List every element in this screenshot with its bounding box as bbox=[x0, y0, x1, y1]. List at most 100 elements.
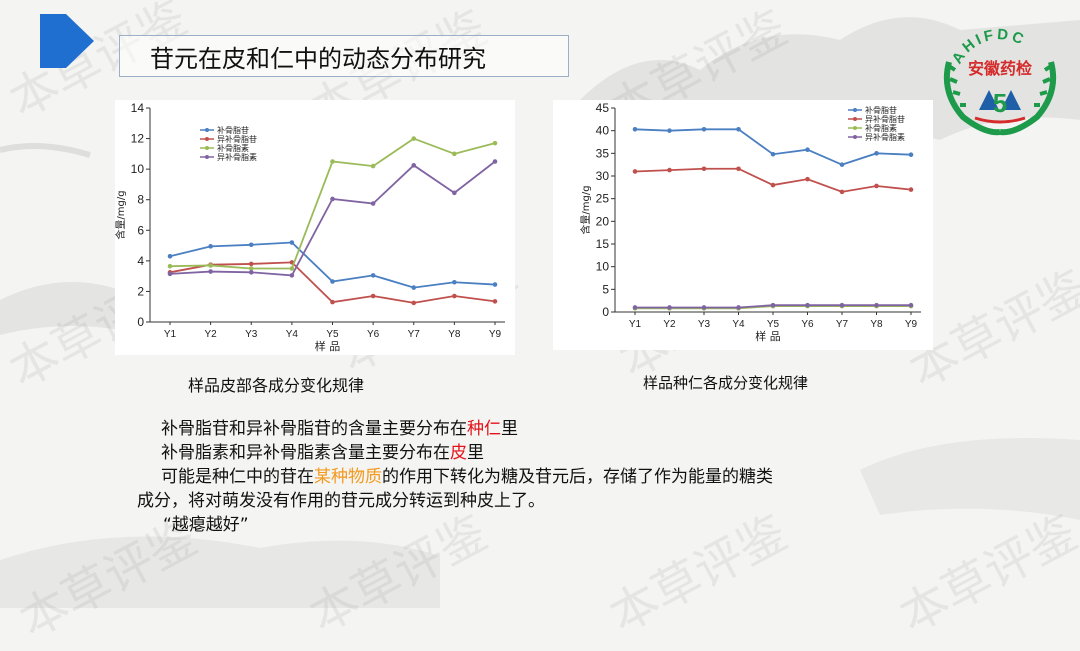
y-tick-label: 5 bbox=[602, 282, 609, 296]
para3-text-b: 的作用下转化为糖及苷元后，存储了作为能量的糖类 bbox=[382, 467, 773, 487]
legend-marker bbox=[853, 117, 857, 121]
data-point bbox=[289, 240, 295, 245]
legend-entry: 补骨脂素 bbox=[865, 123, 897, 133]
x-tick-label: Y8 bbox=[870, 319, 883, 330]
y-tick-label: 0 bbox=[137, 315, 144, 329]
y-tick-label: 6 bbox=[137, 223, 144, 237]
data-point bbox=[632, 305, 638, 310]
data-point bbox=[736, 166, 741, 172]
data-point bbox=[839, 302, 845, 308]
legend-marker bbox=[205, 128, 209, 132]
legend-marker bbox=[853, 126, 857, 130]
ahifdc-logo: AHIFDC 安徽药检 5 bbox=[943, 26, 1057, 136]
data-point bbox=[289, 273, 295, 278]
y-tick-label: 0 bbox=[602, 305, 609, 319]
y-tick-label: 40 bbox=[596, 124, 610, 138]
x-tick-label: Y9 bbox=[489, 329, 502, 340]
legend-entry: 异补骨脂苷 bbox=[217, 134, 257, 144]
para2-highlight: 皮 bbox=[450, 443, 467, 463]
logo-name: 安徽药检 bbox=[968, 59, 1032, 78]
data-point bbox=[874, 302, 879, 308]
y-axis-label: 含量/mg/g bbox=[115, 190, 127, 239]
slide-title: 苷元在皮和仁中的动态分布研究 bbox=[150, 44, 486, 73]
data-point bbox=[208, 263, 213, 268]
data-point bbox=[452, 279, 457, 285]
y-axis-label: 含量/mg/g bbox=[579, 185, 592, 234]
data-point bbox=[632, 169, 638, 174]
x-tick-label: Y8 bbox=[448, 329, 461, 340]
x-tick-label: Y3 bbox=[245, 329, 258, 340]
paragraph-line-3: 可能是种仁中的苷在某种物质的作用下转化为糖及苷元后，存储了作为能量的糖类 bbox=[161, 466, 773, 489]
data-point bbox=[770, 182, 776, 188]
para2-text-a: 补骨脂素和异补骨脂素含量主要分布在 bbox=[161, 443, 450, 463]
x-tick-label: Y6 bbox=[367, 329, 380, 340]
data-point bbox=[839, 189, 845, 195]
x-tick-label: Y2 bbox=[205, 329, 218, 340]
para2-text-b: 里 bbox=[467, 443, 484, 463]
data-point bbox=[411, 136, 417, 141]
x-tick-label: Y4 bbox=[286, 329, 299, 340]
data-point bbox=[632, 127, 638, 132]
x-tick-label: Y9 bbox=[905, 319, 918, 330]
data-point bbox=[805, 302, 810, 308]
para3-text-a: 可能是种仁中的苷在 bbox=[161, 467, 314, 487]
data-point bbox=[411, 285, 417, 290]
x-axis-label: 样 品 bbox=[755, 329, 781, 343]
data-point bbox=[908, 187, 914, 192]
y-tick-label: 4 bbox=[137, 254, 144, 268]
data-point bbox=[770, 151, 776, 157]
paragraph-line-2: 补骨脂素和异补骨脂素含量主要分布在皮里 bbox=[161, 442, 484, 465]
data-point bbox=[805, 147, 810, 153]
legend-entry: 补骨脂苷 bbox=[865, 105, 897, 115]
legend-entry: 异补骨脂素 bbox=[865, 132, 905, 142]
x-tick-label: Y5 bbox=[767, 319, 780, 330]
y-tick-label: 10 bbox=[596, 260, 610, 274]
data-point bbox=[874, 183, 879, 189]
data-point bbox=[167, 253, 173, 259]
series-line bbox=[634, 167, 912, 193]
legend-entry: 补骨脂苷 bbox=[217, 125, 249, 135]
para3-highlight: 某种物质 bbox=[314, 467, 382, 487]
paragraph-line-5: “越瘪越好” bbox=[163, 515, 249, 535]
data-point bbox=[667, 128, 672, 133]
data-point bbox=[370, 293, 376, 299]
data-point bbox=[370, 273, 376, 278]
para1-text-a: 补骨脂苷和异补骨脂苷的含量主要分布在 bbox=[161, 419, 467, 439]
x-tick-label: Y3 bbox=[698, 319, 711, 330]
data-point bbox=[330, 299, 335, 305]
x-tick-label: Y1 bbox=[629, 319, 642, 330]
data-point bbox=[289, 266, 295, 271]
legend-entry: 异补骨脂苷 bbox=[865, 114, 905, 124]
paragraph-line-1: 补骨脂苷和异补骨脂苷的含量主要分布在种仁里 bbox=[161, 418, 518, 441]
data-point bbox=[667, 305, 672, 310]
paragraph-line-4: 成分，将对萌发没有作用的苷元成分转运到种皮上了。 bbox=[137, 491, 545, 511]
x-tick-label: Y5 bbox=[326, 329, 339, 340]
y-tick-label: 12 bbox=[131, 132, 145, 146]
slide-title-box: 苷元在皮和仁中的动态分布研究 bbox=[119, 35, 569, 77]
data-point bbox=[701, 305, 707, 310]
x-tick-label: Y6 bbox=[801, 319, 814, 330]
data-point bbox=[208, 269, 213, 274]
data-point bbox=[208, 244, 213, 249]
data-point bbox=[805, 176, 810, 182]
x-axis-label: 样 品 bbox=[315, 339, 341, 353]
data-point bbox=[411, 163, 417, 168]
x-tick-label: Y4 bbox=[732, 319, 745, 330]
y-tick-label: 20 bbox=[596, 214, 610, 228]
para1-highlight: 种仁 bbox=[467, 419, 501, 439]
data-point bbox=[701, 127, 707, 132]
series-line bbox=[169, 160, 496, 277]
data-point bbox=[908, 152, 914, 157]
data-point bbox=[839, 162, 845, 167]
legend-marker bbox=[205, 155, 209, 159]
logo-numeral: 5 bbox=[993, 88, 1007, 118]
data-point bbox=[492, 282, 498, 287]
x-tick-label: Y7 bbox=[836, 319, 849, 330]
caption-peel: 样品皮部各成分变化规律 bbox=[188, 376, 365, 395]
legend-entry: 异补骨脂素 bbox=[217, 152, 257, 162]
corner-arrow-icon bbox=[40, 14, 94, 68]
kernel-line-chart: 0 5 10 15 20 25 30 35 40 45 Y1 Y2 Y3 Y4 Y5 Y6 Y7 Y8 Y9 样 品 含… bbox=[579, 101, 921, 343]
data-point bbox=[492, 140, 498, 146]
legend-marker bbox=[853, 108, 857, 112]
data-point bbox=[874, 151, 879, 156]
